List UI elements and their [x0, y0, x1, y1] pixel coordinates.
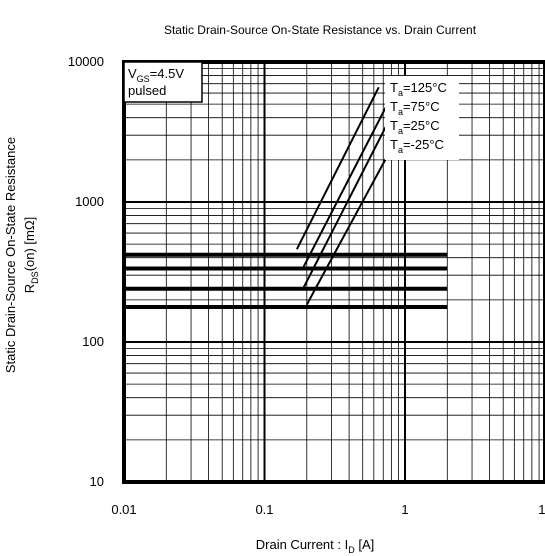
legend-label: Ta=25°C: [390, 118, 440, 136]
x-tick-labels: 0.01 0.1 1 10: [111, 502, 545, 517]
legend-label: Ta=-25°C: [390, 137, 444, 155]
condition-pulsed: pulsed: [128, 83, 166, 98]
x-tick-label: 10: [538, 502, 545, 517]
legend: Ta=125°CTa=75°CTa=25°CTa=-25°C: [390, 80, 447, 155]
series-group: [124, 86, 448, 309]
legend-background: [385, 76, 459, 160]
condition-box: [123, 61, 203, 103]
x-tick-label: 1: [401, 502, 408, 517]
y-tick-labels: 10 100 1000 10000: [68, 54, 104, 489]
series-rise--25°C: [305, 150, 391, 306]
x-axis-label: Drain Current : ID [A]: [256, 537, 375, 555]
y-tick-label: 1000: [75, 194, 104, 209]
legend-label: Ta=75°C: [390, 99, 440, 117]
y-axis-label-line1: Static Drain-Source On-State Resistance: [3, 137, 18, 373]
chart-title: Static Drain-Source On-State Resistance …: [164, 23, 477, 37]
condition-vgs: VGS=4.5V: [128, 66, 184, 84]
y-tick-label: 100: [82, 334, 104, 349]
legend-label: Ta=125°C: [390, 80, 447, 98]
x-tick-label: 0.01: [111, 502, 136, 517]
series-rise-125°C: [295, 86, 380, 250]
x-tick-label: 0.1: [255, 502, 273, 517]
series-rise-25°C: [302, 126, 387, 288]
y-tick-label: 10000: [68, 54, 104, 69]
y-axis-label-line2: RDS(on) [mΩ]: [22, 217, 40, 293]
series-rise-75°C: [302, 106, 387, 268]
grid: [123, 62, 545, 483]
y-tick-label: 10: [90, 474, 104, 489]
plot-frame: [122, 60, 545, 484]
